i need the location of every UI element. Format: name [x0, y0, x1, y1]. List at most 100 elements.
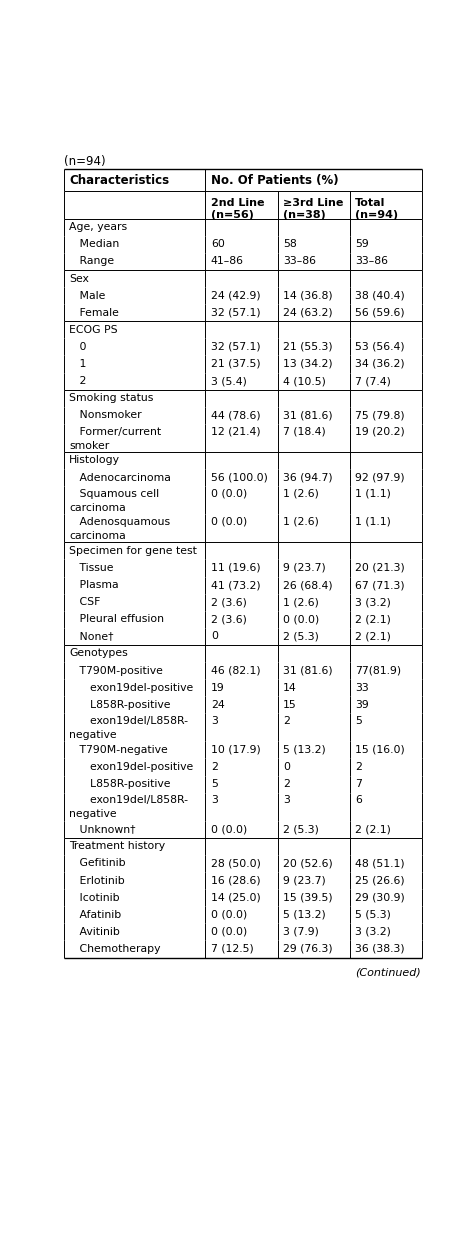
- Text: 0 (0.0): 0 (0.0): [211, 824, 247, 834]
- Text: L858R-positive: L858R-positive: [69, 779, 171, 789]
- Text: Range: Range: [69, 256, 114, 266]
- Text: 15: 15: [283, 700, 297, 710]
- Text: T790M-negative: T790M-negative: [69, 745, 168, 754]
- Text: carcinoma: carcinoma: [69, 532, 126, 542]
- Text: 1 (1.1): 1 (1.1): [355, 517, 391, 527]
- Text: Histology: Histology: [69, 456, 120, 466]
- Text: 15 (39.5): 15 (39.5): [283, 893, 333, 903]
- Text: 36 (94.7): 36 (94.7): [283, 473, 333, 483]
- Text: 14: 14: [283, 682, 297, 692]
- Text: Former/current: Former/current: [69, 427, 162, 437]
- Text: (Continued): (Continued): [355, 967, 420, 977]
- Text: 92 (97.9): 92 (97.9): [355, 473, 405, 483]
- Text: 15 (16.0): 15 (16.0): [355, 745, 405, 754]
- Text: 2: 2: [69, 376, 87, 386]
- Text: T790M-positive: T790M-positive: [69, 666, 163, 676]
- Text: 33: 33: [355, 682, 369, 692]
- Text: 48 (51.1): 48 (51.1): [355, 859, 405, 869]
- Text: Afatinib: Afatinib: [69, 910, 121, 920]
- Text: 16 (28.6): 16 (28.6): [211, 875, 260, 885]
- Text: (n=94): (n=94): [355, 210, 398, 220]
- Text: 2 (2.1): 2 (2.1): [355, 614, 391, 624]
- Text: exon19del/L858R-: exon19del/L858R-: [69, 796, 188, 806]
- Text: 67 (71.3): 67 (71.3): [355, 580, 405, 590]
- Text: ≥3rd Line: ≥3rd Line: [283, 198, 343, 208]
- Text: 2 (5.3): 2 (5.3): [283, 824, 319, 834]
- Text: 19: 19: [211, 682, 225, 692]
- Text: 0: 0: [69, 342, 87, 352]
- Text: 25 (26.6): 25 (26.6): [355, 875, 405, 885]
- Text: 0: 0: [211, 631, 218, 641]
- Text: smoker: smoker: [69, 441, 109, 451]
- Text: 36 (38.3): 36 (38.3): [355, 944, 405, 954]
- Text: carcinoma: carcinoma: [69, 503, 126, 513]
- Text: 7: 7: [355, 779, 362, 789]
- Text: 46 (82.1): 46 (82.1): [211, 666, 260, 676]
- Text: Gefitinib: Gefitinib: [69, 859, 126, 869]
- Text: 20 (52.6): 20 (52.6): [283, 859, 333, 869]
- Text: 3: 3: [211, 796, 218, 806]
- Text: 2 (3.6): 2 (3.6): [211, 614, 246, 624]
- Text: 1 (2.6): 1 (2.6): [283, 517, 319, 527]
- Text: 6: 6: [355, 796, 362, 806]
- Text: 29 (76.3): 29 (76.3): [283, 944, 333, 954]
- Text: 11 (19.6): 11 (19.6): [211, 563, 260, 573]
- Text: 1: 1: [69, 359, 87, 369]
- Text: 24 (42.9): 24 (42.9): [211, 290, 260, 300]
- Text: 0 (0.0): 0 (0.0): [283, 614, 319, 624]
- Text: exon19del-positive: exon19del-positive: [69, 762, 193, 772]
- Text: Age, years: Age, years: [69, 223, 128, 233]
- Text: 56 (59.6): 56 (59.6): [355, 308, 405, 317]
- Text: 5: 5: [355, 716, 362, 726]
- Text: 31 (81.6): 31 (81.6): [283, 666, 333, 676]
- Text: Plasma: Plasma: [69, 580, 119, 590]
- Text: No. Of Patients (%): No. Of Patients (%): [211, 174, 338, 187]
- Text: 4 (10.5): 4 (10.5): [283, 376, 326, 386]
- Text: 2 (5.3): 2 (5.3): [283, 631, 319, 641]
- Text: 28 (50.0): 28 (50.0): [211, 859, 261, 869]
- Text: 44 (78.6): 44 (78.6): [211, 411, 260, 421]
- Text: Female: Female: [69, 308, 119, 317]
- Text: 13 (34.2): 13 (34.2): [283, 359, 333, 369]
- Text: 1 (2.6): 1 (2.6): [283, 598, 319, 608]
- Text: 14 (25.0): 14 (25.0): [211, 893, 261, 903]
- Text: 2: 2: [355, 762, 362, 772]
- Text: 75 (79.8): 75 (79.8): [355, 411, 405, 421]
- Text: 58: 58: [283, 239, 297, 249]
- Text: 2 (2.1): 2 (2.1): [355, 631, 391, 641]
- Text: 3 (7.9): 3 (7.9): [283, 926, 319, 937]
- Text: 9 (23.7): 9 (23.7): [283, 875, 326, 885]
- Text: 12 (21.4): 12 (21.4): [211, 427, 260, 437]
- Text: L858R-positive: L858R-positive: [69, 700, 171, 710]
- Text: (n=56): (n=56): [211, 210, 254, 220]
- Text: Chemotherapy: Chemotherapy: [69, 944, 161, 954]
- Text: 7 (12.5): 7 (12.5): [211, 944, 254, 954]
- Text: None†: None†: [69, 631, 114, 641]
- Text: 5 (5.3): 5 (5.3): [355, 910, 391, 920]
- Text: Unknown†: Unknown†: [69, 824, 136, 834]
- Text: 0: 0: [283, 762, 290, 772]
- Text: 24: 24: [211, 700, 225, 710]
- Text: 5: 5: [211, 779, 218, 789]
- Text: Squamous cell: Squamous cell: [69, 489, 159, 499]
- Text: 0 (0.0): 0 (0.0): [211, 926, 247, 937]
- Text: 0 (0.0): 0 (0.0): [211, 517, 247, 527]
- Text: Male: Male: [69, 290, 106, 300]
- Text: 24 (63.2): 24 (63.2): [283, 308, 333, 317]
- Text: 1 (2.6): 1 (2.6): [283, 489, 319, 499]
- Text: exon19del-positive: exon19del-positive: [69, 682, 193, 692]
- Text: 2: 2: [211, 762, 218, 772]
- Text: Specimen for gene test: Specimen for gene test: [69, 545, 197, 555]
- Text: 33–86: 33–86: [283, 256, 316, 266]
- Text: 41 (73.2): 41 (73.2): [211, 580, 260, 590]
- Text: CSF: CSF: [69, 598, 100, 608]
- Text: 2 (3.6): 2 (3.6): [211, 598, 246, 608]
- Text: 5 (13.2): 5 (13.2): [283, 910, 326, 920]
- Text: (n=38): (n=38): [283, 210, 326, 220]
- Text: 0 (0.0): 0 (0.0): [211, 910, 247, 920]
- Text: 26 (68.4): 26 (68.4): [283, 580, 333, 590]
- Text: 77(81.9): 77(81.9): [355, 666, 401, 676]
- Text: Adenosquamous: Adenosquamous: [69, 517, 171, 527]
- Text: 31 (81.6): 31 (81.6): [283, 411, 333, 421]
- Text: 3: 3: [211, 716, 218, 726]
